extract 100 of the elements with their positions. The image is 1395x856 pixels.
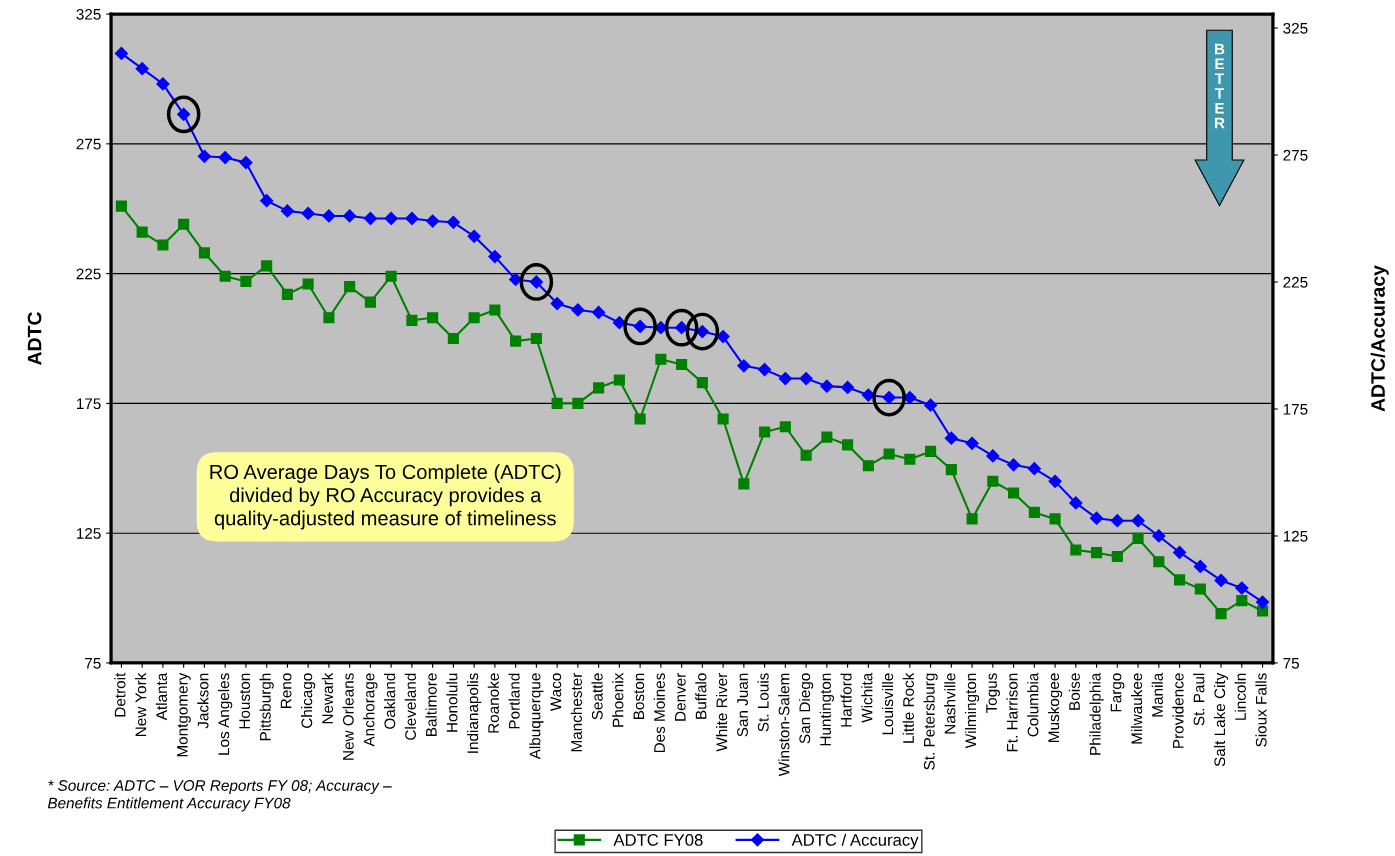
point — [842, 439, 854, 451]
point — [280, 204, 294, 218]
x-tick-label: San Juan — [737, 673, 748, 737]
annotation: BETTER — [1215, 43, 1225, 129]
x-tick-label: Wilmington — [964, 673, 980, 749]
y2-tick-label: 225 — [1283, 276, 1308, 288]
point — [571, 303, 585, 317]
x-tick-label: St. Louis — [757, 673, 769, 732]
point — [344, 281, 356, 293]
x-tick-label: Winston-Salem — [778, 673, 790, 777]
point — [800, 449, 812, 461]
x-tick-label: Wichita — [861, 672, 873, 723]
point — [655, 353, 667, 365]
point — [468, 312, 480, 324]
point — [1255, 595, 1270, 609]
point — [1172, 545, 1187, 560]
x-tick-label: Chicago — [301, 673, 316, 728]
point — [510, 335, 522, 347]
point — [1236, 595, 1248, 607]
point — [239, 156, 253, 170]
point — [1193, 559, 1207, 574]
point — [966, 513, 978, 525]
x-tick-label: Baltimore — [425, 673, 437, 736]
point — [1131, 514, 1145, 528]
point — [1089, 511, 1104, 525]
point — [758, 363, 772, 377]
point — [427, 312, 439, 324]
legend-label: ADTC / Accuracy — [791, 833, 919, 850]
y2-tick-label: 125 — [1283, 530, 1308, 542]
x-tick-label: New Orleans — [342, 673, 354, 760]
point — [1028, 506, 1040, 518]
point — [281, 288, 293, 300]
point — [779, 421, 791, 433]
point — [218, 150, 232, 165]
x-tick-label: Los Angeles — [218, 673, 233, 755]
point — [820, 379, 834, 393]
x-tick-label: Cleveland — [404, 673, 416, 740]
point — [986, 449, 1000, 463]
point — [1027, 462, 1041, 476]
x-tick-label: Lincoln — [1234, 673, 1246, 720]
point — [135, 62, 149, 76]
x-tick-label: Waco — [550, 673, 562, 712]
y-tick-label: 325 — [76, 8, 101, 20]
x-tick-label: Jackson — [197, 673, 209, 729]
point — [178, 218, 190, 230]
x-tick-label: Manila — [1151, 672, 1163, 717]
y-axis-title: ADTC — [27, 312, 42, 366]
y2-tick-label: 325 — [1283, 22, 1308, 34]
x-tick-label: Roanoke — [487, 673, 499, 733]
point — [717, 413, 729, 425]
point — [841, 380, 855, 394]
point — [530, 332, 542, 345]
point — [987, 475, 999, 487]
x-tick-label: Denver — [675, 672, 686, 721]
point — [759, 426, 771, 438]
point — [261, 260, 273, 272]
point — [1235, 581, 1249, 595]
point — [738, 478, 750, 490]
x-tick-label: Muskogee — [1047, 673, 1063, 742]
y-tick-label: 225 — [76, 268, 101, 280]
y2-axis-title: ADTC/Accuracy — [1370, 265, 1389, 412]
annotation: RO Average Days To Complete (ADTC) divided by RO Accuracy provides a quality-adjusted measure of timeliness — [210, 464, 561, 530]
point — [861, 388, 875, 402]
x-tick-label: Louisville — [881, 673, 894, 735]
x-tick-label: St. Petersburg — [923, 673, 938, 770]
point — [904, 453, 916, 465]
point — [716, 330, 730, 344]
point — [965, 436, 979, 450]
y-tick-label: 75 — [85, 658, 101, 669]
point — [634, 413, 646, 425]
point — [1132, 532, 1144, 544]
point — [260, 194, 274, 208]
point — [572, 397, 584, 409]
x-tick-label: Newark — [321, 672, 333, 724]
x-tick-label: Phoenix — [612, 672, 624, 727]
point — [1070, 544, 1082, 556]
point — [799, 371, 813, 386]
point — [1174, 574, 1186, 586]
point — [406, 314, 418, 326]
point — [1214, 573, 1228, 588]
point — [925, 445, 937, 457]
point — [1152, 529, 1166, 543]
point — [509, 272, 523, 287]
point — [197, 149, 211, 163]
x-tick-label: Atlanta — [155, 672, 168, 721]
x-tick-label: Detroit — [114, 672, 126, 717]
x-tick-label: Honolulu — [446, 673, 458, 732]
point — [1215, 608, 1227, 620]
x-tick-label: Montgomery — [177, 672, 191, 757]
point — [156, 77, 170, 91]
x-tick-label: Anchorage — [363, 673, 378, 747]
point — [323, 312, 335, 324]
point — [593, 382, 605, 394]
y-tick-label: 175 — [77, 398, 101, 410]
point — [862, 460, 874, 472]
point — [322, 209, 336, 223]
x-tick-label: Boston — [633, 673, 645, 719]
x-tick-label: St. Paul — [1193, 673, 1205, 726]
x-tick-label: Indianapolis — [467, 673, 482, 753]
point — [426, 214, 440, 228]
